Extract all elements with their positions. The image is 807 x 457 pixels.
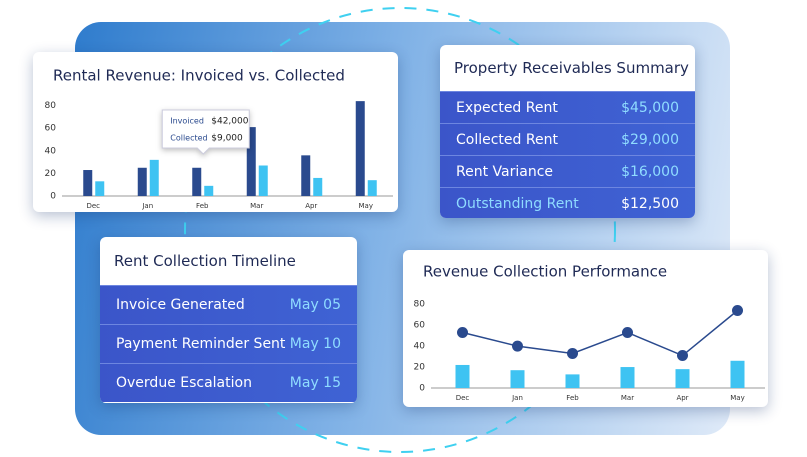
y-tick-label: 60 [414,321,426,331]
row-label: Rent Variance [456,163,554,180]
row-label: Collected Rent [456,131,558,148]
x-tick-label: Feb [196,202,209,210]
bar [192,167,202,196]
y-tick-label: 20 [45,169,57,179]
line-point [677,350,688,362]
y-tick-label: 80 [414,300,426,310]
timeline-title: Rent Collection Timeline [114,252,296,270]
y-tick-label: 40 [45,146,57,156]
line-point [567,347,578,359]
x-tick-label: Jan [511,394,523,402]
list-row: Payment Reminder Sent May 10 [100,324,357,363]
tooltip-value: $42,000 [211,117,248,127]
bar [95,181,105,196]
combo-chart-card: Revenue Collection Performance 0 20 40 60 80 D… [403,250,768,407]
list-row: Rent Variance $16,000 [440,155,695,187]
x-tick-label: Mar [621,394,634,402]
x-tick-label: May [730,394,744,402]
row-label: Payment Reminder Sent [116,336,286,352]
bar [137,167,147,196]
bar-chart-card: Rental Revenue: Invoiced vs. Collected 0 2… [33,52,398,212]
x-tick-label: May [359,202,373,210]
bar [83,170,93,196]
x-tick-label: Dec [456,394,470,402]
x-tick-label: Apr [305,202,317,210]
bar [204,185,214,196]
bar [301,155,311,196]
row-value: May 15 [289,375,341,391]
chart: Revenue Collection Performance 0 20 40 60 80 D… [414,263,765,402]
summary-title: Property Receivables Summary [454,59,689,77]
list-row: Overdue Escalation May 15 [100,363,357,402]
y-tick-label: 0 [50,192,56,202]
line-point [732,305,743,317]
row-value: $12,500 [621,195,679,212]
line-point [457,327,468,339]
line-point [512,340,523,352]
row-label: Outstanding Rent [456,195,579,212]
line [462,309,738,357]
bar [367,180,377,196]
tooltip-value: $9,000 [211,134,243,144]
line-point [622,327,633,339]
bar [246,127,256,196]
y-tick-label: 40 [414,342,426,352]
y-tick-label: 60 [45,124,57,134]
x-tick-label: Feb [566,394,579,402]
bar [313,177,323,196]
bar [565,374,580,388]
chart: Rental Revenue: Invoiced vs. Collected 0 2… [45,67,393,210]
bar [675,369,690,388]
row-label: Invoice Generated [116,297,245,313]
chart-title: Rental Revenue: Invoiced vs. Collected [53,67,345,85]
y-tick-label: 20 [414,363,426,373]
row-label: Expected Rent [456,99,558,116]
x-tick-label: Mar [250,202,263,210]
bar [258,165,268,196]
row-value: $45,000 [621,99,679,116]
bar [355,101,365,196]
row-label: Overdue Escalation [116,375,252,391]
row-value: $16,000 [621,163,679,180]
row-value: May 05 [289,297,341,313]
bar [149,159,159,196]
y-tick-label: 0 [419,384,425,394]
list-row: Collected Rent $29,000 [440,123,695,155]
list-row: Invoice Generated May 05 [100,285,357,324]
tooltip-box [161,109,250,155]
row-value: May 10 [289,336,341,352]
row-value: $29,000 [621,131,679,148]
bar [620,367,635,388]
timeline-rows: Invoice Generated May 05 Payment Reminder … [100,285,357,402]
y-tick-label: 80 [45,101,57,111]
tooltip-label: Invoiced [170,117,204,126]
x-tick-label: Dec [86,202,100,210]
list-row: Outstanding Rent $12,500 [440,187,695,218]
bar [455,364,470,388]
summary-card: Property Receivables Summary Expected Re… [440,45,695,218]
summary-rows: Expected Rent $45,000 Collected Rent $29,00… [440,91,695,218]
bar [730,360,745,388]
bar [510,370,525,388]
timeline-card: Rent Collection Timeline Invoice Generat… [100,237,357,403]
x-tick-label: Jan [141,202,153,210]
list-row: Expected Rent $45,000 [440,91,695,123]
tooltip-label: Collected [170,134,207,143]
x-tick-label: Apr [676,394,688,402]
chart-title: Revenue Collection Performance [423,263,667,281]
